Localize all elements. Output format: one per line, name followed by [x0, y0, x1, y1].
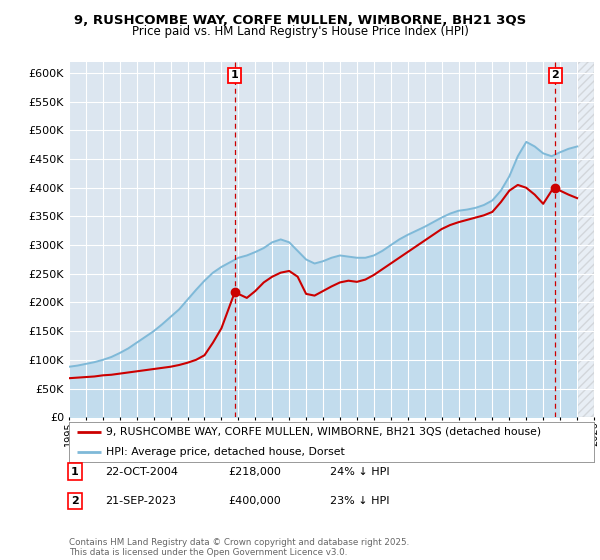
Text: 23% ↓ HPI: 23% ↓ HPI — [330, 496, 389, 506]
Text: 9, RUSHCOMBE WAY, CORFE MULLEN, WIMBORNE, BH21 3QS (detached house): 9, RUSHCOMBE WAY, CORFE MULLEN, WIMBORNE… — [106, 427, 541, 437]
Text: 1: 1 — [71, 466, 79, 477]
Text: £400,000: £400,000 — [228, 496, 281, 506]
Text: HPI: Average price, detached house, Dorset: HPI: Average price, detached house, Dors… — [106, 447, 344, 457]
Text: £218,000: £218,000 — [228, 466, 281, 477]
Text: Price paid vs. HM Land Registry's House Price Index (HPI): Price paid vs. HM Land Registry's House … — [131, 25, 469, 38]
Text: 1: 1 — [231, 71, 239, 81]
Text: Contains HM Land Registry data © Crown copyright and database right 2025.
This d: Contains HM Land Registry data © Crown c… — [69, 538, 409, 557]
Text: 2: 2 — [71, 496, 79, 506]
Text: 21-SEP-2023: 21-SEP-2023 — [105, 496, 176, 506]
Text: 2: 2 — [551, 71, 559, 81]
Text: 24% ↓ HPI: 24% ↓ HPI — [330, 466, 389, 477]
Text: 9, RUSHCOMBE WAY, CORFE MULLEN, WIMBORNE, BH21 3QS: 9, RUSHCOMBE WAY, CORFE MULLEN, WIMBORNE… — [74, 14, 526, 27]
Text: 22-OCT-2004: 22-OCT-2004 — [105, 466, 178, 477]
